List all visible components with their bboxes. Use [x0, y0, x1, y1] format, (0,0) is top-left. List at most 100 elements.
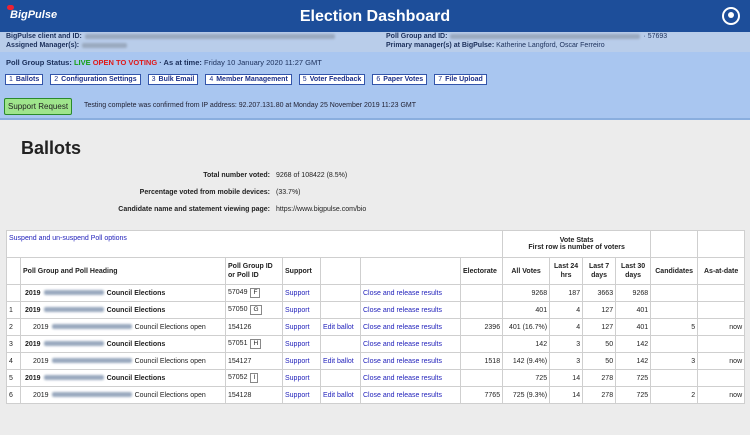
support-link[interactable]: Support: [285, 340, 310, 348]
cell: [459, 284, 504, 302]
poll-heading: Council Elections: [106, 289, 166, 297]
redacted: [43, 290, 104, 296]
tab-number: 3: [151, 76, 156, 83]
cell: 2019 Council Elections open: [20, 318, 226, 336]
cell: now: [697, 386, 746, 404]
close-link[interactable]: Close and release results: [363, 289, 442, 297]
cell: 401: [615, 301, 652, 319]
poll-group-label: Poll Group and ID:: [386, 33, 448, 40]
tab[interactable]: 5 Voter Feedback: [298, 74, 366, 85]
close-link[interactable]: Close and release results: [363, 306, 442, 314]
cell: 57052 I: [225, 369, 283, 387]
cell: Edit ballot: [320, 386, 361, 404]
ballot-row: 1 2019 Council Elections 57050 G Support Close…: [6, 301, 746, 319]
poll-year: 2019: [33, 391, 49, 399]
user-icon[interactable]: [722, 7, 740, 25]
poll-id: 57050: [228, 306, 248, 313]
poll-badge: I: [250, 373, 259, 383]
edit-link[interactable]: Edit ballot: [323, 323, 354, 331]
cell: [650, 301, 699, 319]
cell: Support: [282, 386, 321, 404]
d30-value: 725: [636, 374, 649, 382]
column-header: [6, 257, 21, 285]
support-link[interactable]: Support: [285, 357, 310, 365]
cell: 725: [502, 369, 551, 387]
cell: now: [697, 352, 746, 370]
summary-label: Total number voted:: [203, 172, 270, 179]
cell: Support: [282, 318, 321, 336]
cell: 5: [650, 318, 699, 336]
cell: Close and release results: [360, 335, 461, 353]
cell: Support: [282, 284, 321, 302]
logo[interactable]: BigPulse: [6, 5, 58, 21]
poll-year: 2019: [25, 289, 41, 297]
support-link[interactable]: Support: [285, 289, 310, 297]
cell: 50: [582, 335, 617, 353]
close-link[interactable]: Close and release results: [363, 340, 442, 348]
cell: 57050 G: [225, 301, 283, 319]
cell: 9268: [502, 284, 551, 302]
tab-number: 6: [376, 76, 381, 83]
tab[interactable]: 2 Configuration Settings: [50, 74, 141, 85]
poll-heading: Council Elections open: [134, 391, 206, 399]
cell: 3: [650, 352, 699, 370]
cell: 142 (9.4%): [502, 352, 551, 370]
edit-link[interactable]: Edit ballot: [323, 357, 354, 365]
cell: Close and release results: [360, 386, 461, 404]
cell: 4: [549, 318, 584, 336]
close-link[interactable]: Close and release results: [363, 357, 442, 365]
edit-link[interactable]: Edit ballot: [323, 391, 354, 399]
cell: 154127: [225, 352, 283, 370]
poll-id: 154128: [228, 391, 252, 399]
all-value: 142: [535, 340, 548, 348]
column-header: Last 24 hrs: [549, 257, 584, 285]
status-label: Poll Group Status:: [6, 58, 72, 67]
cell: 142: [502, 335, 551, 353]
cell: [650, 369, 699, 387]
cell: 154128: [225, 386, 283, 404]
cell: Support: [282, 335, 321, 353]
d1-value: 4: [576, 323, 581, 331]
tab-number: 5: [302, 76, 307, 83]
d1-value: 14: [572, 391, 581, 399]
cell: Close and release results: [360, 318, 461, 336]
column-header-text: Electorate: [463, 267, 497, 275]
tab[interactable]: 1 Ballots: [5, 74, 44, 85]
header: BigPulse Election Dashboard: [0, 0, 750, 32]
cell: 2019 Council Elections open: [20, 386, 226, 404]
column-header-text: Last 30 days: [621, 263, 646, 279]
cell: [650, 284, 699, 302]
cell: Close and release results: [360, 301, 461, 319]
support-link[interactable]: Support: [285, 391, 310, 399]
redacted: [43, 307, 104, 313]
section-heading: Ballots: [21, 138, 82, 158]
redacted: [51, 392, 132, 398]
column-header: Last 7 days: [582, 257, 617, 285]
support-link[interactable]: Support: [285, 306, 310, 314]
close-link[interactable]: Close and release results: [363, 323, 442, 331]
close-link[interactable]: Close and release results: [363, 391, 442, 399]
poll-heading: Council Elections open: [134, 323, 206, 331]
support-link[interactable]: Support: [285, 374, 310, 382]
num-value: 1: [9, 306, 13, 314]
close-link[interactable]: Close and release results: [363, 374, 442, 382]
ballots-table: Suspend and un-suspend Poll options Vote…: [5, 230, 746, 404]
cell: 725: [615, 386, 652, 404]
suspend-link[interactable]: Suspend and un-suspend Poll options: [9, 235, 127, 242]
d1-value: 14: [572, 374, 581, 382]
electorate-value: 2396: [484, 323, 501, 331]
cell: 187: [549, 284, 584, 302]
cell: [320, 301, 361, 319]
tab[interactable]: 3 Bulk Email: [147, 74, 199, 85]
status-live: LIVE: [73, 58, 91, 67]
support-link[interactable]: Support: [285, 323, 310, 331]
tab[interactable]: 7 File Upload: [434, 74, 487, 85]
candidates-value: 2: [691, 391, 696, 399]
tab-number: 1: [9, 76, 13, 83]
tab[interactable]: 4 Member Management: [205, 74, 292, 85]
d7-value: 50: [605, 340, 614, 348]
column-header-text: Poll Group and Poll Heading: [23, 267, 118, 275]
support-request-button[interactable]: Support Request: [4, 98, 73, 115]
tab[interactable]: 6 Paper Votes: [372, 74, 428, 85]
electorate-value: 7765: [484, 391, 501, 399]
